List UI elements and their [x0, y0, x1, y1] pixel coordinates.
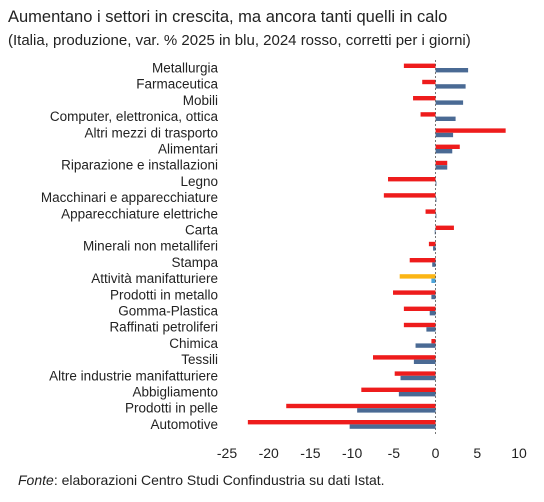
x-tick-label: 5	[473, 445, 481, 461]
bar-2025	[435, 165, 448, 170]
bar-2024	[393, 290, 436, 295]
bar-2025	[349, 424, 436, 429]
bar-2024	[435, 225, 454, 230]
bar-2025	[435, 181, 437, 186]
source-note: Fonte: elaborazioni Centro Studi Confind…	[18, 472, 385, 488]
bar-2025	[435, 116, 456, 121]
bar-2024	[428, 241, 436, 247]
bar-2024	[422, 79, 436, 85]
bar-2025	[435, 213, 437, 219]
category-label: Macchinari e apparecchiature	[41, 190, 218, 205]
bar-2025	[413, 359, 436, 364]
x-axis: -25 -20 -15 -10 -5 0 5 10	[217, 60, 527, 461]
bar-2025	[434, 230, 436, 235]
bar-2024	[286, 403, 436, 409]
bar-2025	[400, 375, 436, 381]
source-text: : elaborazioni Centro Studi Confindustri…	[53, 472, 385, 488]
category-label: Prodotti in metallo	[110, 287, 218, 302]
bar-2024	[361, 387, 436, 392]
bar-2024	[435, 144, 460, 149]
category-label: Attività manifatturiere	[91, 271, 218, 286]
bar-2024	[403, 306, 436, 311]
bar-2025	[415, 343, 436, 348]
bar-2024	[403, 63, 436, 68]
bar-2025	[398, 392, 436, 397]
bar-2025	[431, 294, 436, 300]
x-tick-label: -15	[300, 445, 320, 461]
category-label: Stampa	[171, 255, 218, 270]
bar-2024	[394, 371, 436, 376]
category-label: Carta	[185, 223, 219, 238]
bar-2024	[435, 128, 506, 133]
category-label: Mobili	[183, 93, 218, 108]
bar-2025	[435, 132, 454, 138]
category-label: Gomma-Plastica	[118, 304, 218, 319]
category-label: Computer, elettronica, ottica	[50, 109, 219, 124]
bar-2024	[399, 274, 436, 279]
bars	[247, 63, 506, 429]
x-tick-label: -25	[217, 445, 237, 461]
bar-2025	[357, 408, 436, 413]
category-label: Chimica	[169, 336, 218, 351]
bar-2025	[435, 68, 469, 73]
bar-2024	[420, 112, 436, 117]
bar-2025	[431, 278, 436, 283]
bar-2025	[426, 327, 436, 332]
category-label: Minerali non metalliferi	[83, 239, 218, 254]
bar-2024	[247, 420, 436, 425]
category-label: Automotive	[150, 417, 218, 432]
bar-2024	[383, 193, 436, 198]
x-tick-label: 10	[511, 445, 527, 461]
category-label: Alimentari	[158, 142, 218, 157]
category-label: Tessili	[181, 352, 218, 367]
chart-subtitle: (Italia, produzione, var. % 2025 in blu,…	[8, 32, 471, 49]
bar-2025	[432, 262, 436, 267]
x-tick-label: -5	[388, 445, 401, 461]
bar-2024	[388, 177, 436, 182]
bar-2024	[425, 209, 436, 214]
category-label: Farmaceutica	[136, 77, 218, 92]
bar-2024	[403, 322, 436, 328]
category-label: Riparazione e installazioni	[61, 158, 218, 173]
source-lead: Fonte	[18, 472, 54, 488]
category-label: Metallurgia	[152, 61, 219, 76]
category-label: Prodotti in pelle	[125, 401, 218, 416]
bar-2025	[429, 311, 436, 316]
category-label: Raffinati petroliferi	[109, 320, 218, 335]
bar-2025	[435, 84, 466, 89]
bar-2024	[373, 355, 436, 360]
x-tick-label: 0	[432, 445, 440, 461]
category-label: Altre industrie manifatturiere	[49, 368, 218, 383]
bar-2024	[431, 339, 436, 344]
category-label: Abbigliamento	[132, 385, 218, 400]
bar-2024	[409, 258, 436, 263]
bar-2025	[435, 100, 464, 105]
chart-title: Aumentano i settori in crescita, ma anco…	[8, 8, 448, 26]
bar-2024	[435, 160, 448, 166]
x-tick-label: -10	[342, 445, 362, 461]
bar-2025	[435, 197, 437, 202]
bar-2025	[433, 246, 436, 251]
x-tick-label: -20	[259, 445, 279, 461]
bar-2025	[435, 149, 453, 154]
category-label: Altri mezzi di trasporto	[84, 125, 218, 140]
category-label: Apparecchiature elettriche	[61, 206, 218, 221]
category-label: Legno	[180, 174, 218, 189]
bar-2024	[413, 96, 436, 101]
